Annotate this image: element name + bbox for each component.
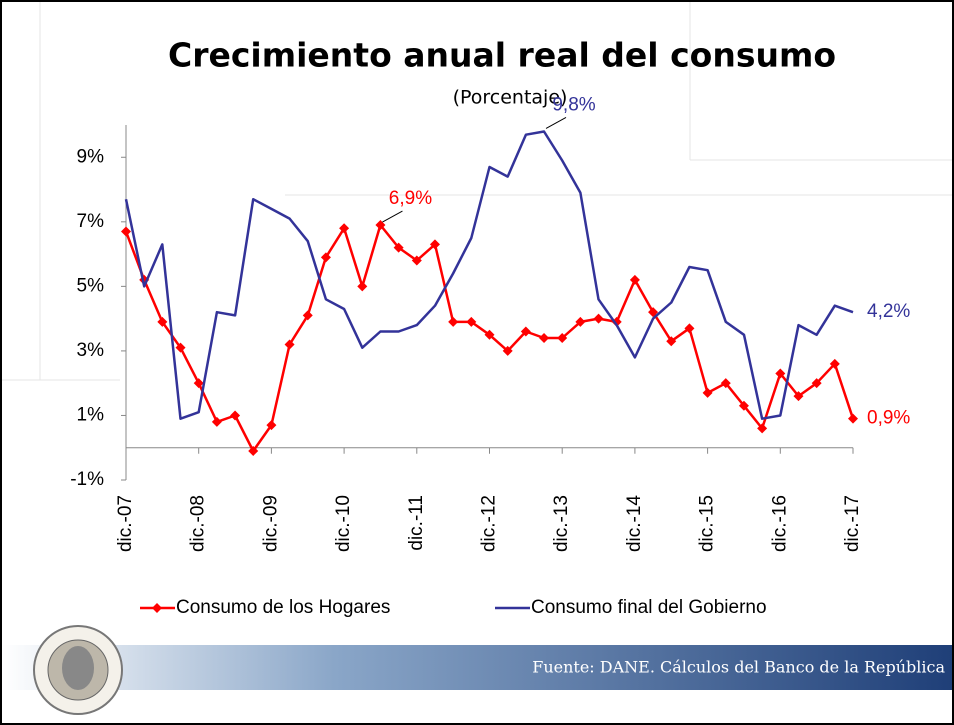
point-marker xyxy=(557,333,568,343)
y-tick-label: 1% xyxy=(77,404,105,425)
data-label: 4,2% xyxy=(867,301,910,322)
point-marker xyxy=(211,416,222,427)
logo xyxy=(33,625,123,715)
point-marker xyxy=(175,342,186,353)
point-marker xyxy=(593,313,604,324)
point-marker xyxy=(393,242,404,253)
footer-bar xyxy=(2,645,952,690)
point-marker xyxy=(520,326,531,337)
point-marker xyxy=(611,316,622,327)
x-tick-label: dic.-14 xyxy=(624,495,645,552)
point-marker xyxy=(429,239,440,250)
point-marker xyxy=(811,378,822,389)
x-tick-label: dic.-07 xyxy=(115,495,136,552)
point-marker xyxy=(775,368,786,379)
source: Fuente: DANE. Cálculos del Banco de la R… xyxy=(532,658,945,677)
background-decoration xyxy=(2,2,952,381)
point-marker xyxy=(284,339,295,350)
data-label: 0,9% xyxy=(867,408,910,429)
data-label: 6,9% xyxy=(389,188,432,209)
point-marker xyxy=(157,316,168,327)
point-marker xyxy=(793,391,804,402)
point-marker xyxy=(684,323,695,334)
chart-title: Crecimiento anual real del consumo xyxy=(168,36,836,75)
x-tick-label: dic.-09 xyxy=(260,495,281,552)
x-tick-label: dic.-10 xyxy=(333,495,354,552)
point-marker xyxy=(502,345,513,356)
point-marker xyxy=(230,410,241,421)
chart-subtitle: (Porcentaje) xyxy=(453,87,568,109)
point-marker xyxy=(484,329,495,340)
point-marker xyxy=(448,316,459,327)
point-marker xyxy=(248,445,259,456)
point-marker xyxy=(411,255,422,266)
label-leader xyxy=(545,117,567,129)
point-marker xyxy=(320,252,331,263)
legend-marker xyxy=(152,603,162,613)
x-tick-label: dic.-11 xyxy=(406,495,427,551)
x-tick-label: dic.-16 xyxy=(769,495,790,552)
point-marker xyxy=(121,226,131,237)
x-tick-label: dic.-17 xyxy=(842,495,863,552)
x-tick-label: dic.-12 xyxy=(479,495,500,552)
point-marker xyxy=(629,274,640,285)
y-tick-label: -1% xyxy=(70,469,104,490)
point-marker xyxy=(339,223,350,234)
label-leader xyxy=(382,210,403,223)
point-marker xyxy=(702,387,713,398)
point-marker xyxy=(375,220,386,231)
x-tick-label: dic.-13 xyxy=(551,495,572,552)
x-tick-label: dic.-15 xyxy=(697,495,718,552)
point-marker xyxy=(266,420,277,431)
legend-label: Consumo de los Hogares xyxy=(176,597,390,618)
point-marker xyxy=(575,316,586,327)
point-marker xyxy=(666,336,677,347)
point-marker xyxy=(539,333,550,343)
x-tick-label: dic.-08 xyxy=(188,495,209,552)
point-marker xyxy=(466,316,477,327)
point-marker xyxy=(648,307,659,318)
y-tick-label: 3% xyxy=(77,340,105,361)
y-tick-label: 9% xyxy=(77,146,105,167)
point-marker xyxy=(302,310,313,321)
data-label: 9,8% xyxy=(552,94,595,115)
point-marker xyxy=(193,378,204,389)
point-marker xyxy=(357,281,368,292)
series-line xyxy=(124,130,854,420)
legend-label: Consumo final del Gobierno xyxy=(531,597,767,618)
point-marker xyxy=(829,358,840,369)
point-marker xyxy=(720,378,731,389)
y-tick-label: 5% xyxy=(77,275,105,296)
y-tick-label: 7% xyxy=(77,211,105,232)
point-marker xyxy=(738,400,749,411)
point-marker xyxy=(757,423,768,434)
point-marker xyxy=(848,413,858,424)
